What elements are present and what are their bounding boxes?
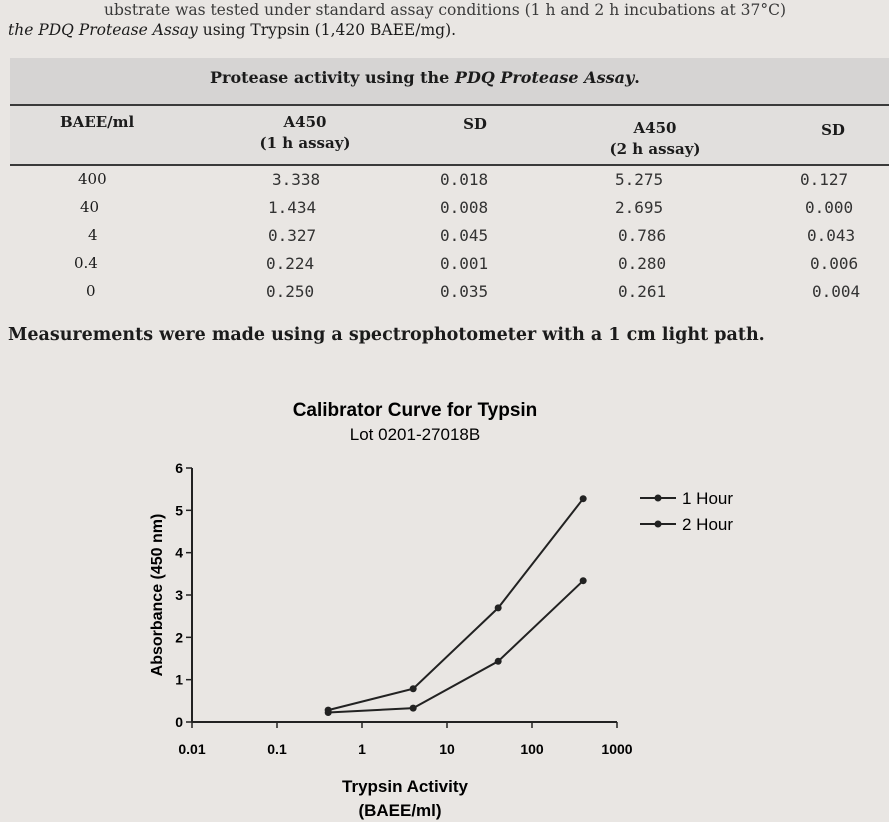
cell-sd1: 0.001 bbox=[440, 254, 489, 273]
cell-sd1: 0.045 bbox=[440, 226, 489, 245]
x-tick-label: 10 bbox=[439, 741, 455, 757]
x-tick-label: 1000 bbox=[601, 741, 632, 757]
data-point bbox=[579, 577, 587, 585]
cell-sd2: 0.006 bbox=[810, 254, 859, 273]
cell-a1: 3.338 bbox=[272, 170, 321, 189]
cell-a2: 0.786 bbox=[618, 226, 667, 245]
intro-text: ubstrate was tested under standard assay… bbox=[8, 0, 883, 40]
cell-baee: 0 bbox=[86, 282, 96, 300]
intro-line-1: ubstrate was tested under standard assay… bbox=[104, 1, 787, 19]
intro-line-2-rest: using Trypsin (1,420 BAEE/mg). bbox=[197, 21, 457, 39]
cell-sd2: 0.127 bbox=[800, 170, 849, 189]
legend-label: 2 Hour bbox=[682, 515, 733, 534]
chart-plot-area bbox=[324, 495, 587, 717]
chart-axes: 0.01 0.1 1 10 100 1000 0 1 2 3 4 5 6 bbox=[175, 460, 633, 757]
header-a450-2h-line1: A450 bbox=[633, 119, 677, 137]
cell-baee: 40 bbox=[80, 198, 100, 216]
x-axis-label-line1: Trypsin Activity bbox=[342, 777, 469, 796]
assay-name: the PDQ Protease Assay bbox=[8, 21, 198, 39]
calibrator-curve-chart: Calibrator Curve for Typsin Lot 0201-270… bbox=[149, 400, 733, 820]
y-tick-label: 3 bbox=[175, 587, 183, 603]
cell-a1: 0.224 bbox=[266, 254, 315, 273]
chart-subtitle: Lot 0201-27018B bbox=[350, 425, 480, 444]
cell-a1: 0.327 bbox=[268, 226, 317, 245]
cell-a2: 2.695 bbox=[615, 198, 664, 217]
header-sd-2h: SD bbox=[821, 121, 845, 139]
data-point bbox=[409, 704, 417, 712]
legend-marker bbox=[654, 520, 662, 528]
x-tick-label: 0.01 bbox=[178, 741, 205, 757]
x-axis-label-line2: (BAEE/ml) bbox=[358, 801, 441, 820]
x-tick-label: 1 bbox=[358, 741, 366, 757]
table-title-prefix: Protease activity using the bbox=[210, 68, 455, 87]
header-a450-1h-line2: (1 h assay) bbox=[259, 134, 351, 152]
cell-a2: 5.275 bbox=[615, 170, 664, 189]
y-tick-label: 4 bbox=[175, 545, 183, 561]
data-point bbox=[409, 685, 417, 693]
x-tick-label: 100 bbox=[520, 741, 544, 757]
protease-activity-table: Protease activity using the PDQ Protease… bbox=[10, 58, 889, 306]
table-title: Protease activity using the PDQ Protease… bbox=[10, 58, 889, 106]
series-line-1-hour bbox=[328, 579, 584, 714]
y-tick-label: 6 bbox=[175, 460, 183, 476]
header-a450-2h: A450 (2 h assay) bbox=[595, 118, 715, 160]
cell-a1: 0.250 bbox=[266, 282, 315, 301]
table-row: 400 3.338 0.018 5.275 0.127 bbox=[10, 166, 889, 194]
table-row: 40 1.434 0.008 2.695 0.000 bbox=[10, 194, 889, 222]
header-a450-1h: A450 (1 h assay) bbox=[250, 112, 360, 154]
series-line-2-hour bbox=[327, 498, 584, 712]
legend-marker bbox=[654, 494, 662, 502]
y-tick-label: 1 bbox=[175, 672, 183, 688]
table-row: 0.4 0.224 0.001 0.280 0.006 bbox=[10, 250, 889, 278]
table-body: 400 3.338 0.018 5.275 0.127 40 1.434 0.008 2.695… bbox=[10, 166, 889, 306]
data-point bbox=[494, 604, 502, 612]
x-tick-label: 0.1 bbox=[267, 741, 287, 757]
table-row: 4 0.327 0.045 0.786 0.043 bbox=[10, 222, 889, 250]
data-point bbox=[494, 657, 502, 665]
cell-sd2: 0.043 bbox=[807, 226, 856, 245]
header-a450-2h-line2: (2 h assay) bbox=[609, 140, 701, 158]
data-point bbox=[579, 495, 587, 503]
cell-sd2: 0.004 bbox=[812, 282, 861, 301]
table-row: 0 0.250 0.035 0.261 0.004 bbox=[10, 278, 889, 306]
intro-line-2: the PDQ Protease Assay using Trypsin (1,… bbox=[8, 20, 883, 40]
table-title-assay: PDQ Protease Assay bbox=[454, 68, 635, 87]
y-tick-label: 5 bbox=[175, 502, 183, 518]
header-baee: BAEE/ml bbox=[60, 113, 135, 131]
table-header: BAEE/ml A450 (1 h assay) SD A450 (2 h assa… bbox=[10, 106, 889, 166]
measurement-note: Measurements were made using a spectroph… bbox=[8, 325, 765, 345]
cell-a2: 0.261 bbox=[618, 282, 667, 301]
cell-sd2: 0.000 bbox=[805, 198, 854, 217]
chart-title: Calibrator Curve for Typsin bbox=[293, 400, 538, 421]
cell-sd1: 0.018 bbox=[440, 170, 489, 189]
legend-label: 1 Hour bbox=[682, 489, 733, 508]
y-tick-label: 0 bbox=[175, 714, 183, 730]
cell-baee: 0.4 bbox=[74, 254, 98, 272]
header-sd-1h: SD bbox=[463, 115, 487, 133]
cell-sd1: 0.035 bbox=[440, 282, 489, 301]
cell-baee: 400 bbox=[78, 170, 107, 188]
y-axis-label: Absorbance (450 nm) bbox=[149, 514, 166, 677]
header-a450-1h-line1: A450 bbox=[283, 113, 327, 131]
data-point bbox=[324, 706, 332, 714]
cell-baee: 4 bbox=[88, 226, 98, 244]
table-title-suffix: . bbox=[634, 68, 640, 87]
chart-legend: 1 Hour 2 Hour bbox=[640, 489, 733, 534]
cell-a2: 0.280 bbox=[618, 254, 667, 273]
cell-a1: 1.434 bbox=[268, 198, 317, 217]
y-tick-label: 2 bbox=[175, 629, 183, 645]
cell-sd1: 0.008 bbox=[440, 198, 489, 217]
